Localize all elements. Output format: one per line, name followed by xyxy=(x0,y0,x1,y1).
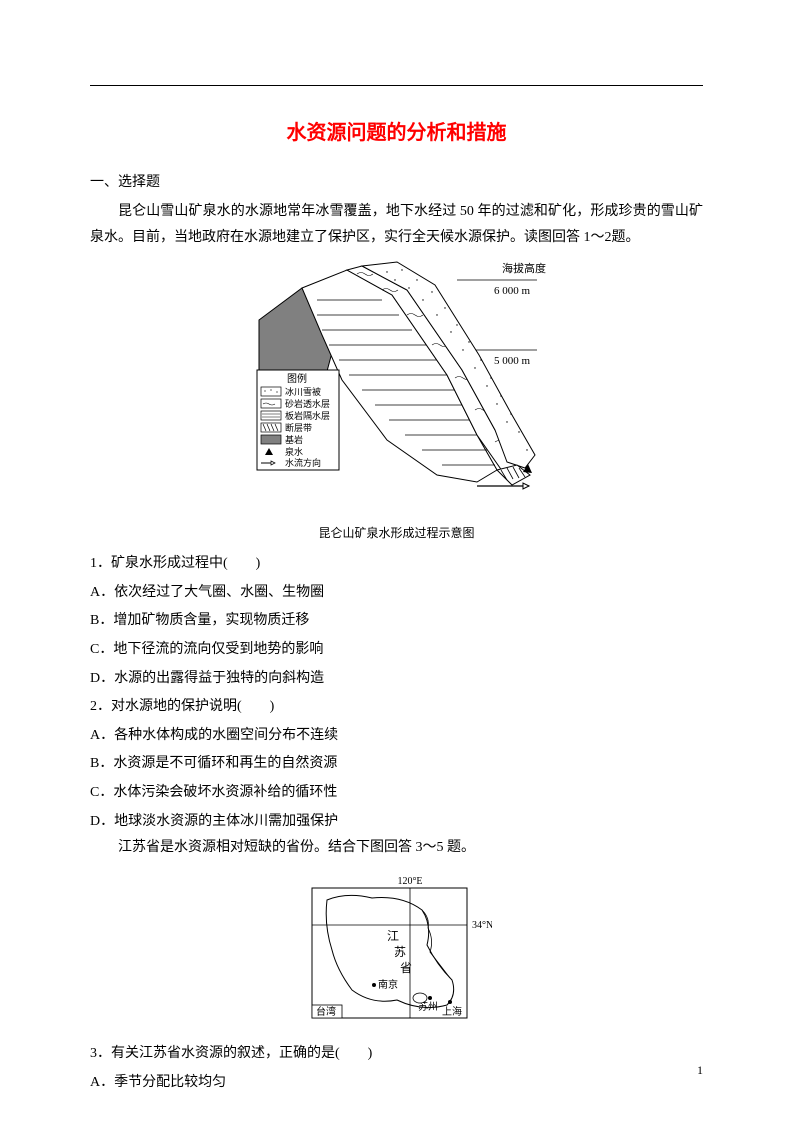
question-2-option-c: C．水体污染会破坏水资源补给的循环性 xyxy=(90,780,703,807)
province-char-3: 省 xyxy=(400,961,412,975)
label-taihu: 台湾 xyxy=(316,1005,336,1018)
city-shanghai: 上海 xyxy=(442,1005,462,1018)
question-2-option-a: A．各种水体构成的水圈空间分布不连续 xyxy=(90,723,703,750)
section-heading: 一、选择题 xyxy=(90,170,703,197)
legend-item-5: 基岩 xyxy=(285,434,303,445)
elevation-6000: 6 000 m xyxy=(494,285,531,297)
figure-1: 图例 冰川雪被 砂岩透水层 板岩隔水层 断层带 基岩 泉水 水流方 xyxy=(90,260,703,545)
top-rule xyxy=(90,85,703,86)
question-1: 1．矿泉水形成过程中( ) xyxy=(90,551,703,578)
province-char-1: 江 xyxy=(387,929,399,943)
geology-cross-section-diagram: 图例 冰川雪被 砂岩透水层 板岩隔水层 断层带 基岩 泉水 水流方 xyxy=(247,260,547,510)
question-1-option-b: B．增加矿物质含量，实现物质迁移 xyxy=(90,608,703,635)
question-1-option-c: C．地下径流的流向仅受到地势的影响 xyxy=(90,637,703,664)
figure-1-caption: 昆仑山矿泉水形成过程示意图 xyxy=(90,522,703,545)
legend-item-6: 泉水 xyxy=(285,446,303,457)
question-3: 3．有关江苏省水资源的叙述，正确的是( ) xyxy=(90,1041,703,1068)
intro-paragraph-2: 江苏省是水资源相对短缺的省份。结合下图回答 3～5 题。 xyxy=(90,835,703,862)
figure-2: 120°E 34°N 江 苏 省 南京 苏州 上海 台湾 xyxy=(90,870,703,1036)
legend-item-7: 水流方向 xyxy=(285,457,321,468)
elevation-5000: 5 000 m xyxy=(494,355,531,367)
latitude-label: 34°N xyxy=(472,920,492,931)
legend-title: 图例 xyxy=(287,372,307,385)
jiangsu-map-diagram: 120°E 34°N 江 苏 省 南京 苏州 上海 台湾 xyxy=(302,870,492,1025)
question-3-option-a: A．季节分配比较均匀 xyxy=(90,1070,703,1097)
question-1-option-a: A．依次经过了大气圈、水圈、生物圈 xyxy=(90,580,703,607)
question-1-option-d: D．水源的出露得益于独特的向斜构造 xyxy=(90,666,703,693)
legend-item-3: 板岩隔水层 xyxy=(285,410,330,421)
elevation-label: 海拔高度 xyxy=(502,261,546,275)
city-nanjing: 南京 xyxy=(378,978,398,991)
legend-item-1: 冰川雪被 xyxy=(285,386,321,397)
province-char-2: 苏 xyxy=(394,945,406,959)
question-2-option-d: D．地球淡水资源的主体冰川需加强保护 xyxy=(90,809,703,836)
page-title: 水资源问题的分析和措施 xyxy=(90,114,703,152)
intro-paragraph-1: 昆仑山雪山矿泉水的水源地常年冰雪覆盖，地下水经过 50 年的过滤和矿化，形成珍贵… xyxy=(90,199,703,252)
question-2-option-b: B．水资源是不可循环和再生的自然资源 xyxy=(90,751,703,778)
page-number: 1 xyxy=(697,1059,703,1082)
longitude-label: 120°E xyxy=(397,876,422,887)
legend-item-4: 断层带 xyxy=(285,422,312,433)
question-2: 2．对水源地的保护说明( ) xyxy=(90,694,703,721)
legend-item-2: 砂岩透水层 xyxy=(285,398,330,409)
